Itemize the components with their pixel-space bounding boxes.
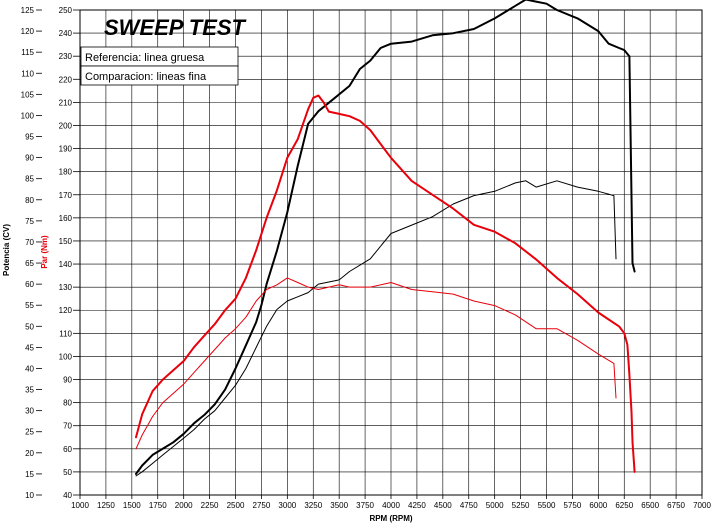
power-tick-label-2: 20 [25,449,34,458]
x-tick-label-17: 5250 [512,501,530,510]
power-tick-label-10: 60 [25,280,34,289]
power-tick-label-19: 105 [21,90,35,99]
torque-reference-line [135,94,636,473]
power-tick-label-18: 100 [21,111,35,120]
legend: Referencia: linea gruesa Comparacion: li… [80,46,239,86]
power-tick-label-9: 55 [25,301,34,310]
power-reference-line [135,0,636,475]
x-tick-label-6: 2500 [227,501,245,510]
power-tick-label-13: 75 [25,217,34,226]
x-tick-label-9: 3250 [304,501,322,510]
power-tick-label-20: 110 [21,69,34,78]
torque-tick-label-20: 240 [59,29,73,38]
torque-tick-label-6: 100 [59,352,73,361]
x-tick-label-8: 3000 [278,501,296,510]
power-tick-labels: 10 15 20 25 30 35 40 45 50 55 60 65 70 75 80 85 90 95 100 1… [21,6,42,500]
legend-entry-comparison: Comparacion: lineas fina [85,71,207,83]
power-tick-label-21: 115 [21,48,34,57]
power-tick-label-15: 85 [25,175,34,184]
x-tick-label-2: 1500 [123,501,141,510]
power-tick-label-22: 120 [21,27,35,36]
x-tick-label-19: 5750 [564,501,582,510]
torque-tick-label-19: 230 [59,52,73,61]
torque-tick-label-11: 150 [59,237,73,246]
torque-tick-label-0: 40 [63,491,72,500]
x-tick-label-21: 6250 [615,501,633,510]
y-axis-label-power: Potencia (CV) [2,224,11,276]
x-tick-label-11: 3750 [356,501,374,510]
power-tick-label-12: 70 [25,238,34,247]
x-tick-label-23: 6750 [667,501,685,510]
torque-tick-label-10: 140 [59,260,73,269]
torque-tick-label-16: 200 [59,121,73,130]
power-tick-label-4: 30 [25,407,34,416]
torque-tick-label-8: 120 [59,306,73,315]
torque-tick-label-18: 220 [59,75,73,84]
x-tick-labels: 1000 1250 1500 1750 2000 2250 2500 2750 3000 3250… [71,495,711,510]
torque-tick-label-14: 180 [59,168,73,177]
x-tick-label-24: 7000 [693,501,711,510]
power-tick-label-7: 45 [25,343,34,352]
series-group [135,0,636,477]
x-tick-label-1: 1250 [97,501,115,510]
torque-tick-label-17: 210 [59,98,73,107]
x-tick-label-22: 6500 [641,501,659,510]
torque-tick-labels: 40 50 60 70 80 90 100 110 120 130 140 150 160 170 180 1… [59,6,80,500]
x-tick-label-18: 5500 [538,501,556,510]
power-tick-label-1: 15 [25,470,34,479]
torque-tick-label-2: 60 [63,445,72,454]
x-axis-label: RPM (RPM) [369,514,412,523]
torque-tick-label-7: 110 [59,329,72,338]
torque-tick-label-21: 250 [59,6,73,15]
torque-tick-label-1: 50 [63,468,72,477]
torque-tick-label-5: 90 [63,376,72,385]
legend-box-comparison [80,65,239,86]
plot-frame [79,9,703,496]
x-tick-label-20: 6000 [589,501,607,510]
torque-tick-label-3: 70 [63,422,72,431]
x-tick-label-5: 2250 [201,501,219,510]
torque-comparison-line [135,277,617,450]
x-tick-label-13: 4250 [408,501,426,510]
power-tick-label-3: 25 [25,428,34,437]
power-tick-label-6: 40 [25,364,34,373]
power-tick-label-0: 10 [25,491,34,500]
y-axis-label-torque: Par (Nm) [40,235,49,269]
x-tick-label-10: 3500 [330,501,348,510]
torque-tick-label-12: 160 [59,214,73,223]
torque-tick-label-13: 170 [59,191,73,200]
torque-tick-label-15: 190 [59,145,73,154]
power-tick-label-5: 35 [25,386,34,395]
x-tick-label-14: 4500 [434,501,452,510]
x-tick-label-7: 2750 [253,501,271,510]
grid [79,9,703,496]
x-tick-label-12: 4000 [382,501,400,510]
x-tick-label-4: 2000 [175,501,193,510]
x-tick-label-0: 1000 [71,501,89,510]
power-tick-label-8: 50 [25,322,34,331]
power-tick-label-14: 80 [25,196,34,205]
torque-tick-label-4: 80 [63,399,72,408]
torque-tick-label-9: 130 [59,283,73,292]
x-tick-label-3: 1750 [149,501,167,510]
power-tick-label-17: 95 [25,133,34,142]
power-comparison-line [135,180,617,477]
legend-entry-reference: Referencia: linea gruesa [85,52,205,64]
x-tick-label-16: 5000 [486,501,504,510]
chart-title: SWEEP TEST [104,15,247,40]
power-tick-label-16: 90 [25,154,34,163]
x-tick-label-15: 4750 [460,501,478,510]
power-tick-label-11: 65 [25,259,34,268]
power-tick-label-23: 125 [21,6,35,15]
